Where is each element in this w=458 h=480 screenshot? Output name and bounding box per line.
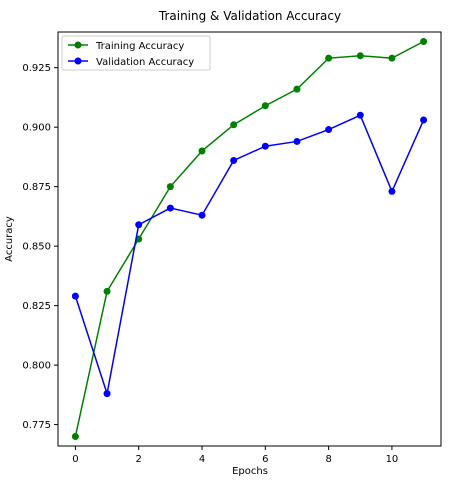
data-point-validation: [103, 390, 111, 398]
data-point-training: [388, 54, 396, 62]
data-point-validation: [166, 204, 174, 212]
data-point-training: [356, 52, 364, 60]
data-point-training: [103, 287, 111, 295]
series-line-validation: [74, 114, 425, 394]
data-point-validation: [230, 156, 238, 164]
x-tick-label: 10: [386, 454, 399, 465]
y-tick-label: 0.775: [22, 420, 51, 431]
x-tick-label: 6: [262, 454, 268, 465]
data-point-validation: [293, 137, 301, 145]
y-tick-label: 0.825: [22, 301, 51, 312]
data-point-validation: [388, 187, 396, 195]
data-point-training: [420, 38, 428, 46]
data-point-training: [325, 54, 333, 62]
y-tick-label: 0.900: [22, 123, 51, 134]
data-point-validation: [261, 142, 269, 150]
legend-box: [61, 35, 211, 71]
legend-marker-validation: [74, 57, 82, 65]
data-point-validation: [135, 221, 143, 229]
y-tick-label: 0.925: [22, 63, 51, 74]
plot-area-frame: [57, 31, 442, 447]
data-point-validation: [198, 211, 206, 219]
x-tick-label: 8: [325, 454, 331, 465]
x-tick-label: 0: [72, 454, 78, 465]
legend-label-training: Training Accuracy: [95, 41, 184, 52]
y-tick-label: 0.875: [22, 182, 51, 193]
legend-marker-training: [74, 41, 82, 49]
series-layer: [71, 38, 428, 440]
data-point-validation: [420, 116, 428, 124]
data-point-validation: [356, 111, 364, 119]
y-axis-ticks: 0.775 0.800 0.825 0.850 0.875 0.900 0.925: [22, 63, 58, 431]
x-tick-label: 4: [199, 454, 205, 465]
data-point-validation: [71, 292, 79, 300]
data-point-training: [198, 147, 206, 155]
x-axis-label: Epochs: [232, 466, 268, 477]
y-axis-label: Accuracy: [4, 216, 15, 262]
data-point-training: [261, 102, 269, 110]
data-point-training: [293, 85, 301, 93]
data-point-training: [166, 183, 174, 191]
data-point-training: [71, 432, 79, 440]
y-tick-label: 0.800: [22, 361, 51, 372]
x-axis-ticks: 0 2 4 6 8 10: [72, 446, 398, 465]
chart-title: Training & Validation Accuracy: [158, 9, 341, 23]
data-point-training: [230, 121, 238, 129]
series-line-training: [74, 40, 424, 437]
y-tick-label: 0.850: [22, 242, 51, 253]
legend-label-validation: Validation Accuracy: [96, 57, 194, 68]
legend: Training Accuracy Validation Accuracy: [61, 35, 211, 71]
x-tick-label: 2: [136, 454, 142, 465]
data-point-validation: [325, 126, 333, 134]
